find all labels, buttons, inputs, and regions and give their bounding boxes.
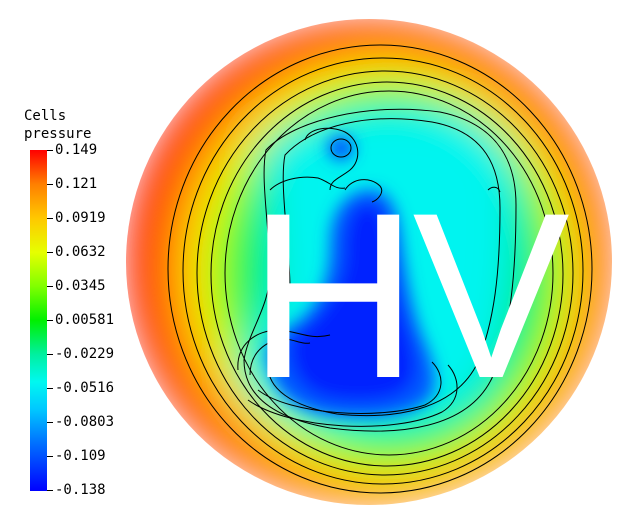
contour-line [257,361,442,414]
tick-1 [47,184,53,185]
contour-line [224,90,554,456]
tick-10 [47,490,53,491]
tick-6 [47,354,53,355]
tick-9 [47,456,53,457]
pressure-disc [126,19,612,505]
contour-line [210,81,564,467]
tick-label-6: -0.0229 [55,346,115,362]
contour-line [243,108,517,432]
contour-line [344,179,383,203]
contour-line [247,364,458,427]
contour-line [267,118,501,417]
contour-line [304,127,359,191]
tick-label-9: -0.109 [55,448,106,464]
tick-label-3: 0.0632 [55,244,106,260]
contour-lines [167,44,593,494]
contour-line [167,44,593,494]
contour-line [196,70,574,476]
tick-5 [47,320,53,321]
tick-label-1: 0.121 [55,176,98,192]
tick-label-2: 0.0919 [55,210,106,226]
tick-8 [47,422,53,423]
contour-line [237,329,331,371]
tick-7 [47,388,53,389]
contour-line [182,57,584,485]
hv-watermark: HV [248,164,570,428]
contour-line [249,338,311,376]
tick-2 [47,218,53,219]
tick-4 [47,286,53,287]
tick-label-10: -0.138 [55,482,106,498]
contour-line [487,186,501,193]
color-scale-bar [30,150,47,491]
tick-3 [47,252,53,253]
contour-line [269,176,346,191]
tick-label-5: 0.00581 [55,312,115,328]
tick-label-8: -0.0803 [55,414,115,430]
legend-title: Cells pressure [24,108,92,142]
tick-label-4: 0.0345 [55,278,106,294]
contour-line [330,138,352,158]
tick-0 [47,150,53,151]
tick-label-7: -0.0516 [55,380,115,396]
tick-label-0: 0.149 [55,142,98,158]
